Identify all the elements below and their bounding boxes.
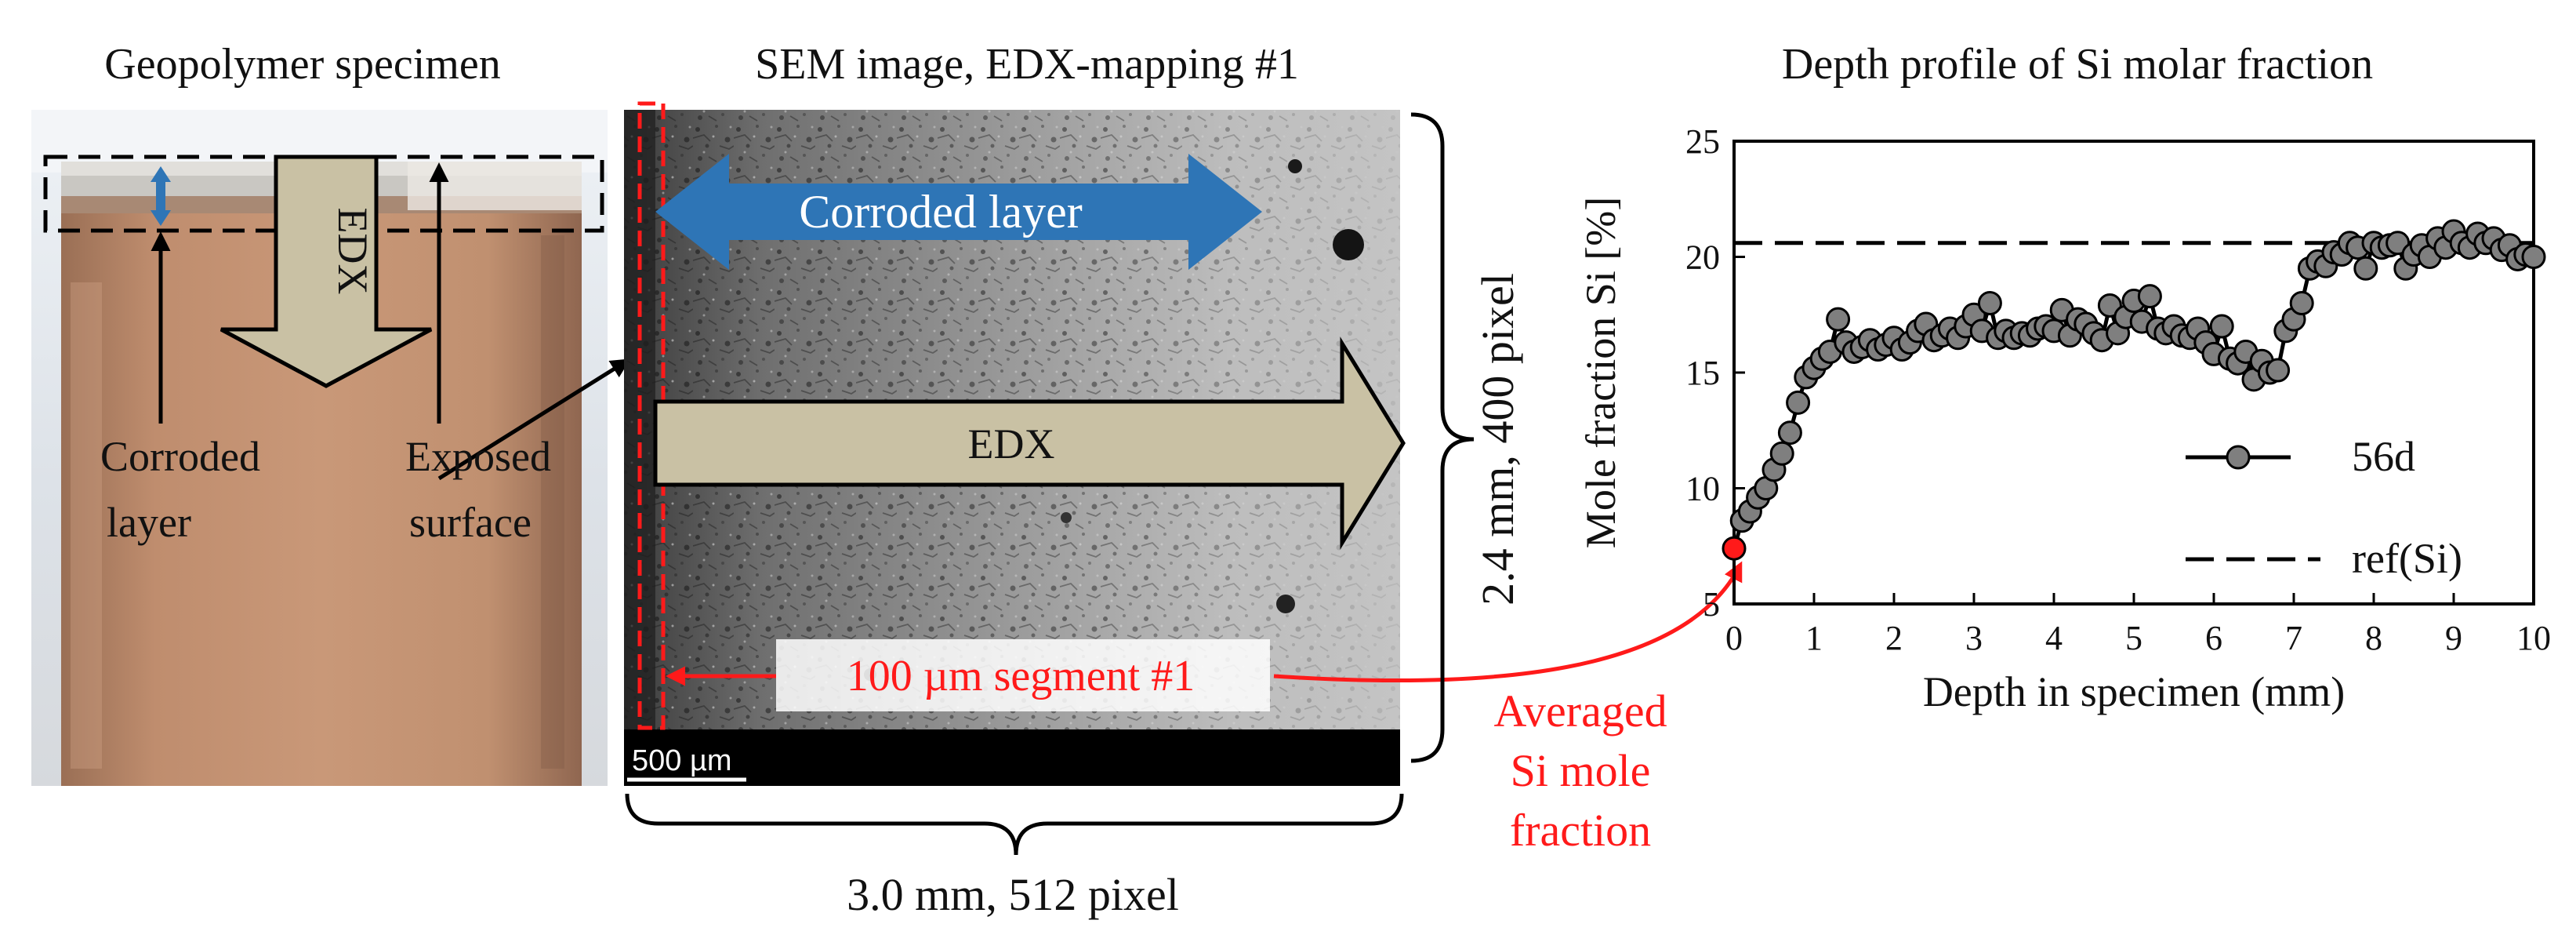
x-tick-label: 0 <box>1725 619 1743 657</box>
segment-label: 100 µm segment #1 <box>847 652 1195 700</box>
y-tick-label: 25 <box>1685 122 1720 161</box>
exposed-label-line2: surface <box>409 499 532 546</box>
averaged-label-line2: Si mole <box>1511 745 1651 796</box>
data-point-highlighted <box>1722 536 1747 561</box>
x-axis-label: Depth in specimen (mm) <box>1923 668 2345 715</box>
corroded-label-line1: Corroded <box>100 433 260 480</box>
x-tick-label: 5 <box>2125 619 2142 657</box>
data-point <box>1769 441 1794 466</box>
layer-depth-arrow <box>151 166 171 226</box>
width-label: 3.0 mm, 512 pixel <box>847 869 1179 920</box>
corroded-layer-label: Corroded layer <box>799 186 1083 238</box>
data-point <box>1786 390 1811 415</box>
data-point <box>2289 291 2314 315</box>
y-tick-label: 10 <box>1685 470 1720 508</box>
sem-panel: SEM image, EDX-mapping #1 500 µm Corrode… <box>624 40 1743 920</box>
x-tick-label: 3 <box>1965 619 1983 657</box>
sem-edx-label: EDX <box>968 420 1055 467</box>
data-point <box>1777 420 1802 446</box>
sem-edx-arrow <box>653 336 1406 550</box>
x-tick-label: 6 <box>2205 619 2222 657</box>
exposed-label-line1: Exposed <box>405 433 551 480</box>
series-56d-line <box>1732 227 2534 549</box>
averaged-label-line1: Averaged <box>1493 686 1667 737</box>
x-tick-label: 8 <box>2365 619 2382 657</box>
specimen-panel: Geopolymer specimen EDX Corroded layer E… <box>31 40 631 786</box>
y-tick-label: 5 <box>1703 585 1720 624</box>
data-point <box>2353 256 2378 281</box>
data-point <box>2209 314 2234 339</box>
data-point <box>2266 358 2291 383</box>
specimen-edx-arrow <box>220 155 433 388</box>
segment-label-bg <box>776 639 1270 711</box>
exposed-to-sem-pointer <box>437 358 631 481</box>
profile-panel: Depth profile of Si molar fraction 0 1 2 3 4… <box>1577 40 2551 715</box>
legend-ref-si-label: ref(Si) <box>2352 535 2462 582</box>
specimen-title: Geopolymer specimen <box>104 40 500 89</box>
y-tick-label: 20 <box>1685 238 1720 277</box>
x-tick-label: 9 <box>2445 619 2462 657</box>
y-tick-label: 15 <box>1685 354 1720 392</box>
averaged-label-line3: fraction <box>1510 805 1651 856</box>
legend-56d-marker <box>2226 445 2251 470</box>
profile-title: Depth profile of Si molar fraction <box>1782 40 2373 89</box>
data-point <box>1977 291 2002 315</box>
height-brace <box>1410 112 1475 763</box>
width-brace <box>625 793 1404 856</box>
x-tick-label: 2 <box>1885 619 1903 657</box>
height-label: 2.4 mm, 400 pixel <box>1472 273 1523 606</box>
specimen-edx-label: EDX <box>329 208 376 295</box>
x-tick-label: 1 <box>1805 619 1823 657</box>
y-axis-label: Mole fraction Si [%] <box>1577 197 1624 548</box>
corroded-layer-arrow <box>655 154 1262 270</box>
legend-56d-label: 56d <box>2352 433 2415 480</box>
corroded-label-line2: layer <box>107 499 191 546</box>
segment-to-chart-curve <box>1273 561 1743 683</box>
x-tick-label: 7 <box>2285 619 2302 657</box>
depth-profile-chart: 0 1 2 3 4 5 6 7 8 9 10 5 10 15 20 25 Depth in specimen (… <box>1577 122 2551 715</box>
sem-title: SEM image, EDX-mapping #1 <box>755 40 1299 89</box>
x-tick-label: 10 <box>2516 619 2551 657</box>
x-tick-label: 4 <box>2045 619 2063 657</box>
data-point <box>2137 284 2162 309</box>
scale-bar-label: 500 µm <box>632 744 732 777</box>
data-point <box>1826 307 1851 332</box>
scale-bar: 500 µm <box>627 744 746 782</box>
data-point <box>2521 245 2546 269</box>
